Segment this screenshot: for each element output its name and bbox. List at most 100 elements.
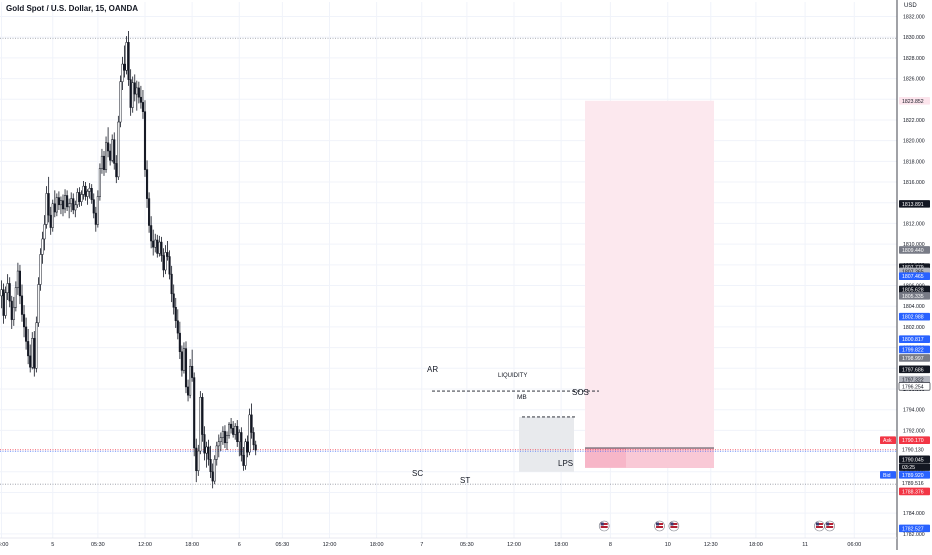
candle-body-down — [29, 355, 32, 368]
candle-body-down — [254, 444, 257, 451]
candle — [27, 328, 30, 365]
price-tick: 1802.000 — [903, 325, 925, 331]
candle — [16, 262, 19, 295]
price-label-text: 1782.527 — [902, 526, 924, 532]
symbol-title[interactable]: Gold Spot / U.S. Dollar, 15, OANDA — [6, 4, 139, 13]
candle — [107, 127, 110, 158]
candle-body-up — [35, 322, 38, 369]
candle-body-down — [236, 425, 239, 443]
candle — [137, 81, 140, 104]
candle-body-down — [174, 307, 177, 321]
candle-body-up — [51, 203, 54, 228]
candle — [12, 296, 15, 326]
candle — [64, 189, 67, 214]
candle — [150, 216, 153, 249]
price-label-text: 1788.376 — [902, 489, 924, 495]
time-tick: 06:00 — [847, 542, 861, 548]
target-zone — [585, 100, 714, 448]
candle — [238, 429, 241, 457]
candle-body-down — [250, 414, 253, 433]
time-tick: 12:00 — [507, 542, 521, 548]
price-label-text: 1805.628 — [902, 287, 924, 293]
event-flag-icon — [824, 520, 836, 532]
price-label-bg — [899, 455, 930, 464]
time-tick: 12:30 — [704, 542, 718, 548]
time-tick: 12:00 — [323, 542, 337, 548]
currency-badge[interactable]: USD — [904, 3, 917, 9]
candle — [244, 438, 247, 470]
candle — [250, 403, 253, 439]
candle — [53, 190, 56, 218]
candle — [195, 438, 198, 483]
candle — [29, 344, 32, 373]
candle — [59, 196, 63, 215]
time-axis[interactable]: 18:00 5 05:30 12:00 18:00 6 05:30 12:00 18:00 7 05… — [0, 520, 897, 548]
candle — [86, 189, 89, 205]
flag-stripe — [656, 523, 664, 525]
candle — [232, 421, 235, 438]
candle — [215, 441, 218, 466]
flag-stripe — [670, 523, 678, 525]
price-label-text: 1799.822 — [902, 347, 924, 353]
time-tick: 18:00 — [185, 542, 199, 548]
candle-body-down — [180, 351, 183, 371]
flag-stripe — [815, 523, 823, 525]
candle-body-up — [98, 168, 101, 197]
candle-body-up — [6, 283, 9, 294]
price-label-text: 1797.686 — [902, 367, 924, 373]
price-label-bg — [899, 246, 930, 254]
time-tick: 18:00 — [0, 542, 8, 548]
candle — [205, 441, 208, 468]
price-label-bg — [899, 285, 930, 294]
candle-body-up — [82, 185, 85, 195]
price-label: 1788.376 — [899, 487, 930, 495]
candle-body-up — [16, 270, 19, 288]
price-label-bg — [899, 463, 930, 471]
candle-body-down — [152, 240, 155, 248]
price-label-bg — [899, 354, 930, 362]
annotations: AR SC ST MB SOS LPS LIQUIDITY — [412, 365, 589, 485]
candle-body-down — [230, 423, 233, 429]
candle-body-down — [72, 198, 75, 211]
candle — [141, 89, 144, 119]
candle-body-up — [96, 196, 99, 225]
price-label: 1823.852 — [899, 96, 930, 105]
candle-body-up — [111, 139, 114, 161]
price-label-bg — [899, 96, 930, 105]
price-label-text: 1823.852 — [902, 99, 924, 105]
candle-body-down — [2, 289, 5, 316]
candle — [55, 193, 58, 217]
candle — [23, 305, 26, 338]
candle — [43, 215, 46, 251]
event-flag-icon — [814, 520, 825, 532]
candle-body-down — [27, 341, 30, 357]
candle-body-up — [86, 191, 89, 197]
candle — [66, 190, 69, 212]
candle-body-down — [10, 300, 13, 320]
candle — [72, 193, 75, 215]
price-label-bg — [899, 365, 930, 374]
candle — [70, 192, 73, 213]
candle-body-up — [39, 254, 42, 285]
candle-body-down — [203, 434, 206, 454]
candle-body-up — [221, 431, 224, 438]
candle-body-up — [55, 197, 58, 213]
candle-body-down — [133, 82, 136, 95]
candle — [223, 425, 226, 448]
candle-body-down — [20, 295, 24, 315]
candle — [248, 408, 251, 456]
candle — [115, 155, 118, 184]
candle — [160, 236, 163, 262]
candle-body-down — [143, 111, 147, 170]
annotation-st: ST — [460, 476, 470, 485]
candle — [41, 231, 44, 264]
candle-body-up — [41, 238, 44, 255]
candle — [236, 420, 239, 447]
flag-canton — [670, 522, 674, 526]
candle-body-down — [33, 338, 36, 369]
price-label: 1813.891 — [899, 200, 930, 208]
flag-stripe — [600, 523, 608, 525]
flag-canton — [656, 522, 660, 526]
